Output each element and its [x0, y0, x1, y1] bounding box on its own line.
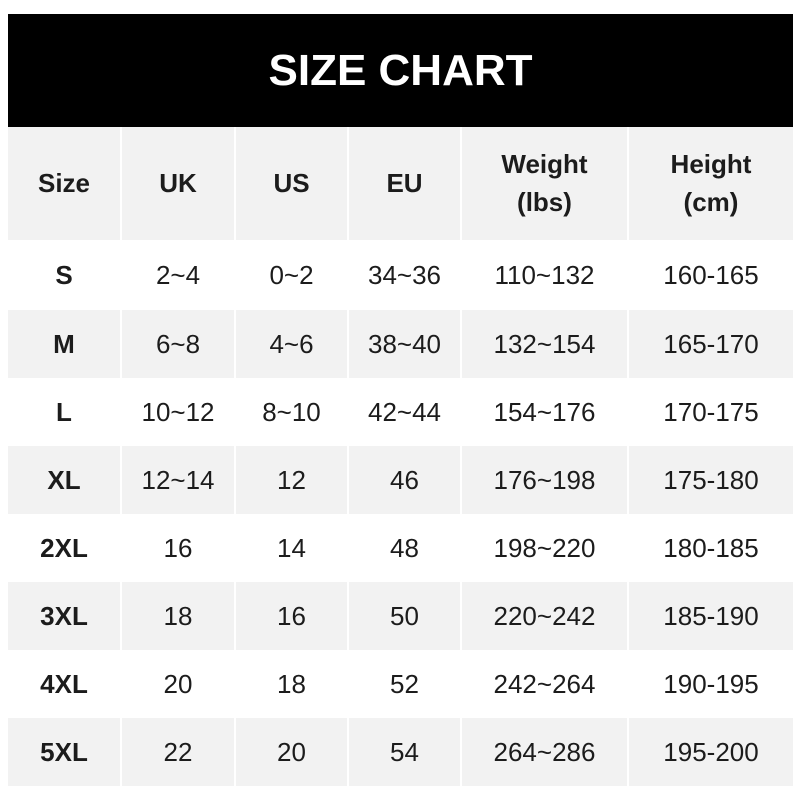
cell-size: 2XL: [8, 514, 121, 582]
cell-uk: 2~4: [120, 240, 235, 310]
column-header-weight: Weight (lbs): [460, 127, 628, 240]
cell-us: 4~6: [234, 310, 348, 378]
table-row: M 6~8 4~6 38~40 132~154 165-170: [8, 310, 793, 378]
cell-height: 165-170: [627, 310, 793, 378]
cell-size: XL: [8, 446, 121, 514]
cell-weight: 154~176: [460, 378, 628, 446]
cell-uk: 22: [120, 718, 235, 786]
header-label: UK: [159, 167, 197, 198]
cell-us: 18: [234, 650, 348, 718]
cell-us: 14: [234, 514, 348, 582]
header-unit: (lbs): [517, 186, 572, 217]
cell-eu: 48: [347, 514, 461, 582]
size-chart-title: SIZE CHART: [8, 14, 793, 127]
table-row: XL 12~14 12 46 176~198 175-180: [8, 446, 793, 514]
cell-height: 185-190: [627, 582, 793, 650]
cell-uk: 6~8: [120, 310, 235, 378]
cell-size: 4XL: [8, 650, 121, 718]
header-row: Size UK US EU Weight (lbs) Height (cm): [8, 127, 793, 240]
cell-weight: 110~132: [460, 240, 628, 310]
table-row: 5XL 22 20 54 264~286 195-200: [8, 718, 793, 786]
cell-us: 0~2: [234, 240, 348, 310]
cell-weight: 242~264: [460, 650, 628, 718]
header-unit: (cm): [683, 186, 739, 217]
column-header-height: Height (cm): [627, 127, 793, 240]
cell-size: S: [8, 240, 121, 310]
cell-weight: 132~154: [460, 310, 628, 378]
table-row: 2XL 16 14 48 198~220 180-185: [8, 514, 793, 582]
column-header-eu: EU: [347, 127, 461, 240]
cell-uk: 16: [120, 514, 235, 582]
table-row: 4XL 20 18 52 242~264 190-195: [8, 650, 793, 718]
column-header-uk: UK: [120, 127, 235, 240]
cell-us: 12: [234, 446, 348, 514]
cell-eu: 52: [347, 650, 461, 718]
cell-height: 180-185: [627, 514, 793, 582]
cell-us: 20: [234, 718, 348, 786]
cell-eu: 38~40: [347, 310, 461, 378]
cell-height: 170-175: [627, 378, 793, 446]
cell-eu: 34~36: [347, 240, 461, 310]
header-label: EU: [386, 167, 423, 198]
cell-weight: 220~242: [460, 582, 628, 650]
cell-eu: 50: [347, 582, 461, 650]
cell-uk: 20: [120, 650, 235, 718]
cell-size: 3XL: [8, 582, 121, 650]
cell-us: 8~10: [234, 378, 348, 446]
cell-eu: 42~44: [347, 378, 461, 446]
cell-weight: 176~198: [460, 446, 628, 514]
cell-size: 5XL: [8, 718, 121, 786]
cell-eu: 46: [347, 446, 461, 514]
cell-us: 16: [234, 582, 348, 650]
cell-size: M: [8, 310, 121, 378]
column-header-us: US: [234, 127, 348, 240]
cell-uk: 12~14: [120, 446, 235, 514]
header-label: Size: [37, 167, 91, 198]
cell-uk: 18: [120, 582, 235, 650]
column-header-size: Size: [8, 127, 121, 240]
cell-weight: 198~220: [460, 514, 628, 582]
cell-height: 190-195: [627, 650, 793, 718]
table-row: S 2~4 0~2 34~36 110~132 160-165: [8, 240, 793, 310]
cell-height: 175-180: [627, 446, 793, 514]
cell-eu: 54: [347, 718, 461, 786]
cell-uk: 10~12: [120, 378, 235, 446]
header-label: US: [273, 167, 310, 198]
header-label: Height: [670, 148, 752, 179]
size-chart-table: Size UK US EU Weight (lbs) Height (cm) S 2~4 0~2 3…: [8, 127, 793, 786]
cell-size: L: [8, 378, 121, 446]
cell-height: 195-200: [627, 718, 793, 786]
table-row: L 10~12 8~10 42~44 154~176 170-175: [8, 378, 793, 446]
header-label: Weight: [501, 148, 588, 179]
table-row: 3XL 18 16 50 220~242 185-190: [8, 582, 793, 650]
cell-weight: 264~286: [460, 718, 628, 786]
cell-height: 160-165: [627, 240, 793, 310]
